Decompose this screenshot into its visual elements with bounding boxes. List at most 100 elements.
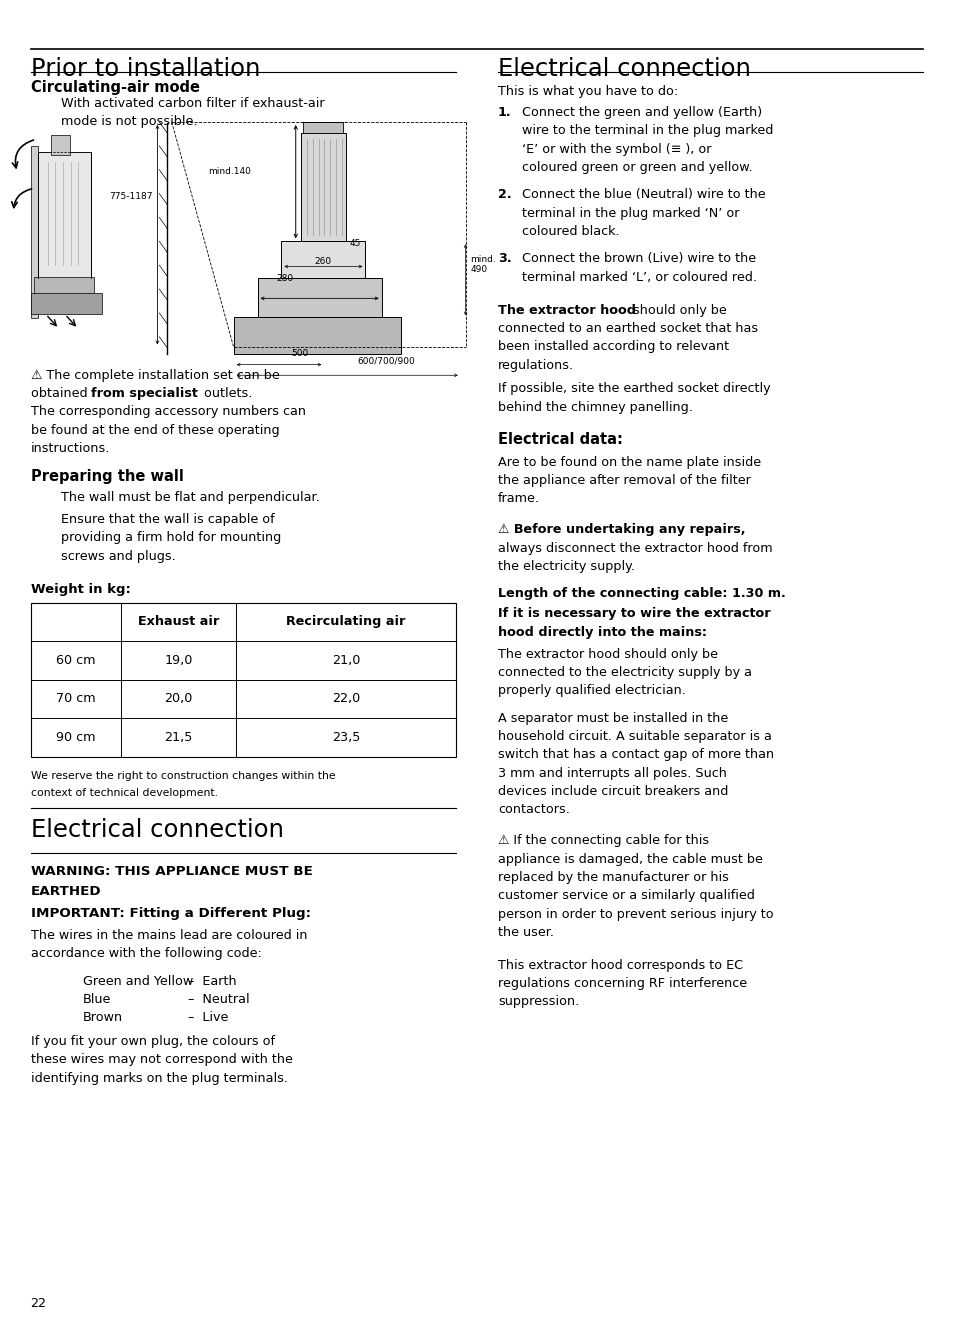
Text: 21,5: 21,5 <box>164 731 193 744</box>
Text: connected to an earthed socket that has: connected to an earthed socket that has <box>497 322 758 335</box>
Text: Electrical data:: Electrical data: <box>497 432 622 447</box>
Text: instructions.: instructions. <box>30 442 110 455</box>
Text: Connect the green and yellow (Earth): Connect the green and yellow (Earth) <box>521 106 761 119</box>
Text: –  Live: – Live <box>188 1012 228 1024</box>
Text: 490: 490 <box>470 265 487 274</box>
Text: 45: 45 <box>349 239 360 248</box>
Text: IMPORTANT: Fitting a Different Plug:: IMPORTANT: Fitting a Different Plug: <box>30 907 311 920</box>
Text: If it is necessary to wire the extractor: If it is necessary to wire the extractor <box>497 607 770 621</box>
Text: contactors.: contactors. <box>497 804 569 817</box>
Bar <box>30 146 38 318</box>
Text: mode is not possible.: mode is not possible. <box>61 115 197 129</box>
Bar <box>303 122 343 133</box>
Text: household circuit. A suitable separator is a: household circuit. A suitable separator … <box>497 731 771 743</box>
Text: A separator must be installed in the: A separator must be installed in the <box>497 712 727 725</box>
Text: obtained: obtained <box>30 387 91 400</box>
Text: –  Earth: – Earth <box>188 975 236 988</box>
Text: wire to the terminal in the plug marked: wire to the terminal in the plug marked <box>521 125 772 138</box>
Text: been installed according to relevant: been installed according to relevant <box>497 341 728 353</box>
Text: context of technical development.: context of technical development. <box>30 788 217 798</box>
Text: 600/700/900: 600/700/900 <box>357 357 416 366</box>
Text: these wires may not correspond with the: these wires may not correspond with the <box>30 1053 293 1066</box>
Text: ⚠ The complete installation set can be: ⚠ The complete installation set can be <box>30 369 279 382</box>
Text: Weight in kg:: Weight in kg: <box>30 582 131 595</box>
Text: 2.: 2. <box>497 188 511 202</box>
Bar <box>30 603 456 757</box>
Text: 21,0: 21,0 <box>332 654 359 667</box>
Text: regulations.: regulations. <box>497 358 574 371</box>
Text: This extractor hood corresponds to EC: This extractor hood corresponds to EC <box>497 959 742 972</box>
Text: customer service or a similarly qualified: customer service or a similarly qualifie… <box>497 890 754 902</box>
Text: mind.140: mind.140 <box>208 167 251 176</box>
Text: Length of the connecting cable: 1.30 m.: Length of the connecting cable: 1.30 m. <box>497 587 785 601</box>
Bar <box>38 152 91 278</box>
Text: should only be: should only be <box>628 304 725 317</box>
Text: 22: 22 <box>30 1297 47 1310</box>
Text: 90 cm: 90 cm <box>56 731 95 744</box>
Text: the appliance after removal of the filter: the appliance after removal of the filte… <box>497 473 750 487</box>
Text: Recirculating air: Recirculating air <box>286 615 405 629</box>
Text: 280: 280 <box>276 274 294 284</box>
Text: Green and Yellow: Green and Yellow <box>83 975 193 988</box>
Bar <box>300 133 346 241</box>
Text: The corresponding accessory numbers can: The corresponding accessory numbers can <box>30 406 305 418</box>
Text: person in order to prevent serious injury to: person in order to prevent serious injur… <box>497 907 773 920</box>
Text: 775-1187: 775-1187 <box>110 192 153 202</box>
Text: connected to the electricity supply by a: connected to the electricity supply by a <box>497 666 751 679</box>
Text: Are to be found on the name plate inside: Are to be found on the name plate inside <box>497 456 760 468</box>
Text: Brown: Brown <box>83 1012 123 1024</box>
Text: 500: 500 <box>291 349 308 358</box>
Text: devices include circuit breakers and: devices include circuit breakers and <box>497 785 727 798</box>
Text: 22,0: 22,0 <box>332 692 359 705</box>
Text: be found at the end of these operating: be found at the end of these operating <box>30 423 279 436</box>
Text: behind the chimney panelling.: behind the chimney panelling. <box>497 400 692 414</box>
Text: 3.: 3. <box>497 252 511 265</box>
Text: coloured black.: coloured black. <box>521 225 618 239</box>
Text: Prior to installation: Prior to installation <box>30 57 259 81</box>
Text: the user.: the user. <box>497 926 554 939</box>
Text: Connect the blue (Neutral) wire to the: Connect the blue (Neutral) wire to the <box>521 188 764 202</box>
Text: Electrical connection: Electrical connection <box>497 57 750 81</box>
Text: providing a firm hold for mounting: providing a firm hold for mounting <box>61 532 281 545</box>
Text: Blue: Blue <box>83 993 112 1006</box>
Text: 23,5: 23,5 <box>332 731 359 744</box>
Bar <box>257 278 381 318</box>
Text: Exhaust air: Exhaust air <box>137 615 219 629</box>
Text: –  Neutral: – Neutral <box>188 993 250 1006</box>
Text: properly qualified electrician.: properly qualified electrician. <box>497 684 685 697</box>
Text: always disconnect the extractor hood from: always disconnect the extractor hood fro… <box>497 541 772 554</box>
Text: frame.: frame. <box>497 492 539 505</box>
Text: screws and plugs.: screws and plugs. <box>61 550 175 562</box>
Text: Connect the brown (Live) wire to the: Connect the brown (Live) wire to the <box>521 252 755 265</box>
Text: 60 cm: 60 cm <box>56 654 95 667</box>
Text: The wires in the mains lead are coloured in: The wires in the mains lead are coloured… <box>30 928 307 941</box>
Text: suppression.: suppression. <box>497 996 578 1008</box>
Text: mind.: mind. <box>470 255 496 264</box>
Text: 20,0: 20,0 <box>164 692 193 705</box>
Text: regulations concerning RF interference: regulations concerning RF interference <box>497 977 746 991</box>
Text: 19,0: 19,0 <box>164 654 193 667</box>
Text: ⚠ Before undertaking any repairs,: ⚠ Before undertaking any repairs, <box>497 524 744 536</box>
Text: outlets.: outlets. <box>200 387 253 400</box>
Text: Electrical connection: Electrical connection <box>30 818 283 842</box>
Text: Circulating-air mode: Circulating-air mode <box>30 80 199 94</box>
Text: terminal in the plug marked ‘N’ or: terminal in the plug marked ‘N’ or <box>521 207 739 220</box>
Text: ‘E’ or with the symbol (≡ ), or: ‘E’ or with the symbol (≡ ), or <box>521 143 711 155</box>
Text: The extractor hood should only be: The extractor hood should only be <box>497 647 718 660</box>
Text: If you fit your own plug, the colours of: If you fit your own plug, the colours of <box>30 1036 274 1048</box>
Text: This is what you have to do:: This is what you have to do: <box>497 85 678 98</box>
Text: 70 cm: 70 cm <box>56 692 95 705</box>
Text: 260: 260 <box>314 257 332 267</box>
Text: If possible, site the earthed socket directly: If possible, site the earthed socket dir… <box>497 382 770 395</box>
Text: We reserve the right to construction changes within the: We reserve the right to construction cha… <box>30 772 335 781</box>
Text: Ensure that the wall is capable of: Ensure that the wall is capable of <box>61 513 274 526</box>
Text: ⚠ If the connecting cable for this: ⚠ If the connecting cable for this <box>497 834 708 847</box>
Text: the electricity supply.: the electricity supply. <box>497 560 634 573</box>
Text: accordance with the following code:: accordance with the following code: <box>30 947 261 960</box>
Text: coloured green or green and yellow.: coloured green or green and yellow. <box>521 160 752 174</box>
Text: identifying marks on the plug terminals.: identifying marks on the plug terminals. <box>30 1071 287 1085</box>
Text: hood directly into the mains:: hood directly into the mains: <box>497 626 706 639</box>
Text: 3 mm and interrupts all poles. Such: 3 mm and interrupts all poles. Such <box>497 766 726 780</box>
Text: appliance is damaged, the cable must be: appliance is damaged, the cable must be <box>497 853 762 866</box>
Bar <box>34 277 94 294</box>
